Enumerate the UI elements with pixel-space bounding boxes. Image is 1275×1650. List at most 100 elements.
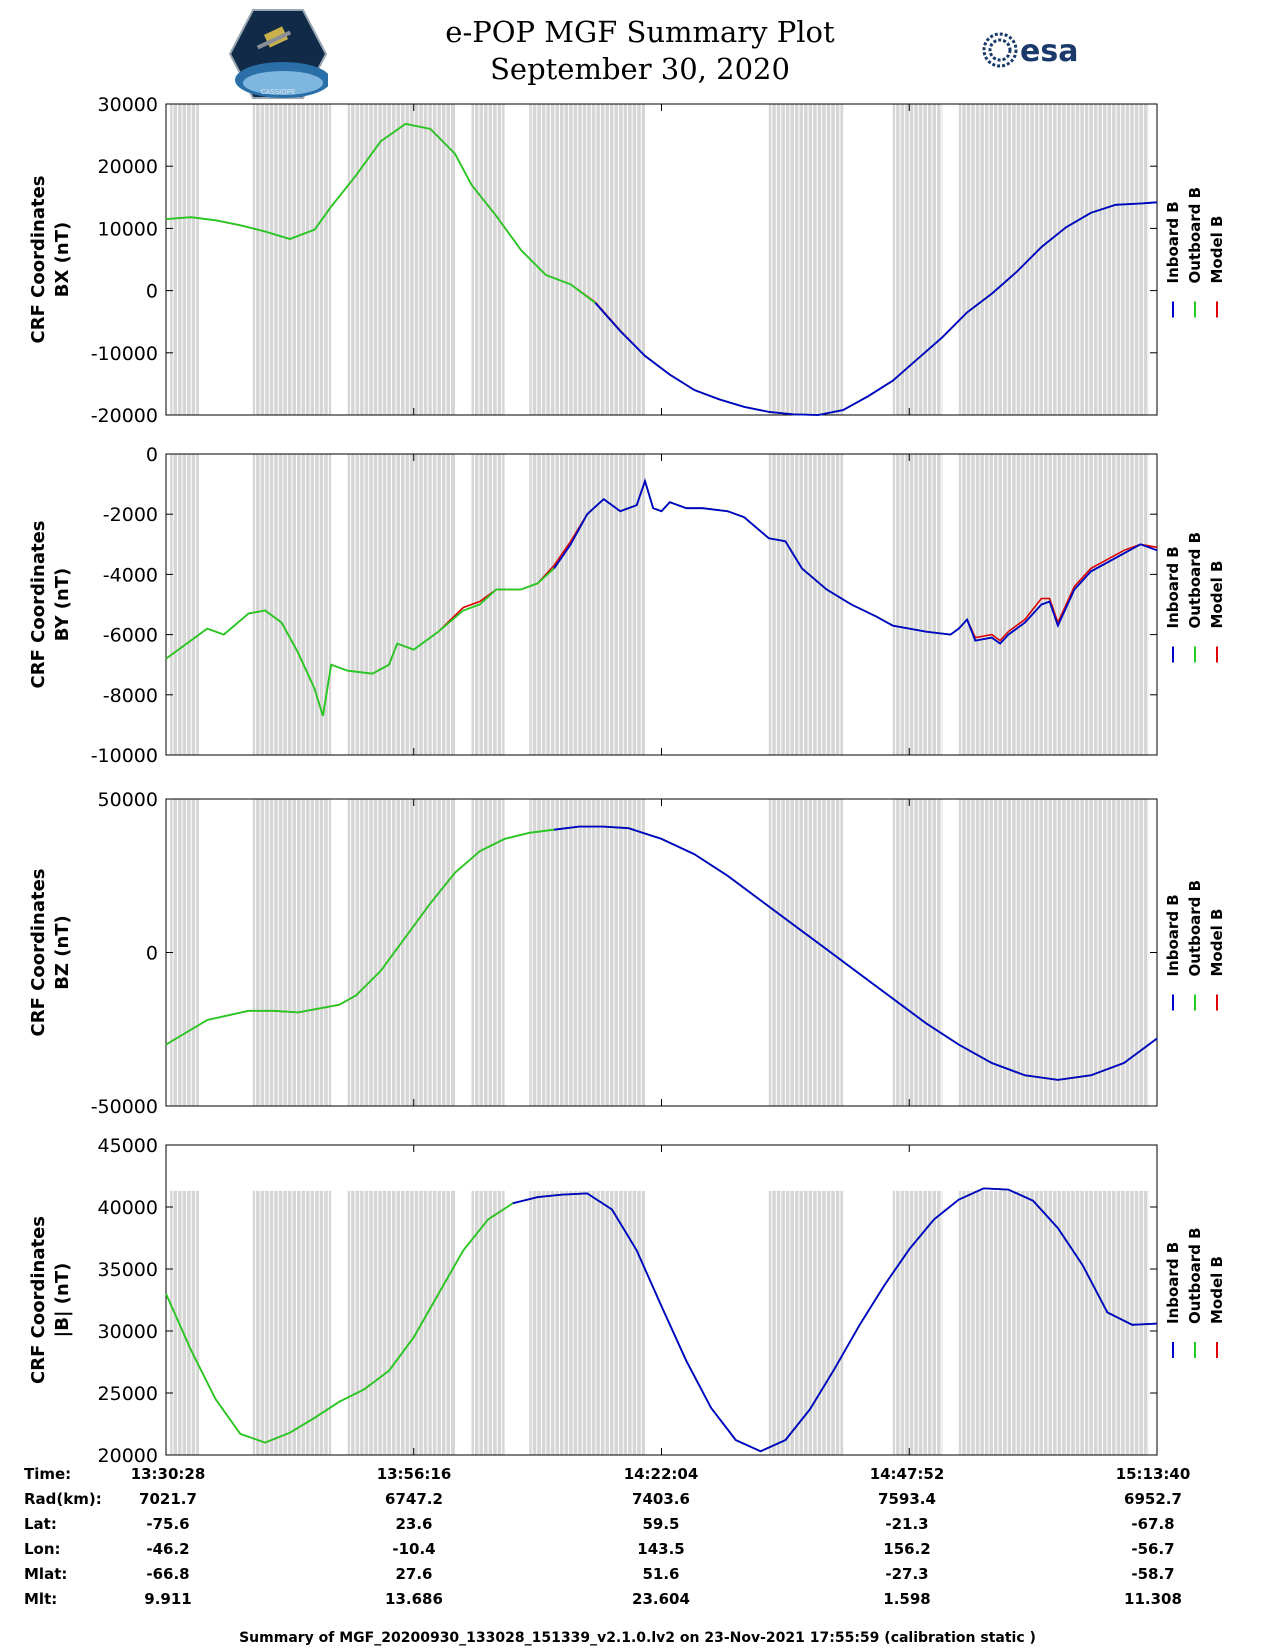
data-gap-band (892, 1190, 943, 1455)
row-label-rad: Rad(km): (24, 1490, 102, 1508)
data-gap-band (170, 104, 200, 415)
y-tick-label: 0 (146, 281, 158, 303)
data-gap-band (958, 799, 1149, 1106)
data-gap-band (170, 1190, 200, 1455)
y-axis-label: CRF Coordinates BZ (nT) (28, 869, 73, 1037)
lat-cell: 23.6 (395, 1515, 433, 1533)
series-inboard-b (594, 201, 1158, 416)
data-gap-band (958, 1190, 1149, 1455)
title-block: e-POP MGF Summary Plot September 30, 202… (380, 14, 900, 88)
footer-caption: Summary of MGF_20200930_133028_151339_v2… (239, 1630, 1036, 1646)
legend-label: Outboard B (1186, 532, 1204, 629)
time-cell: 13:56:16 (376, 1465, 452, 1483)
y-tick-label: 10000 (98, 218, 158, 240)
y-axis-label: CRF Coordinates BX (nT) (28, 176, 73, 344)
y-tick-label: -10000 (91, 745, 158, 767)
legend-label: Model B (1208, 216, 1226, 284)
y-tick-label: -4000 (103, 564, 158, 586)
data-gap-band (170, 454, 200, 755)
series-inboard-b (553, 825, 1158, 1081)
lon-cell: -56.7 (1131, 1540, 1175, 1558)
y-tick-label: 0 (146, 943, 158, 965)
mlat-cell: -58.7 (1131, 1565, 1175, 1583)
legend-label: Inboard B (1164, 1242, 1182, 1324)
legend-label: Inboard B (1164, 201, 1182, 283)
esa-logo: esa (982, 32, 1078, 69)
row-label-mlt: Mlt: (24, 1590, 58, 1608)
y-axis-label: CRF Coordinates BY (nT) (28, 521, 73, 689)
lat-cell: -75.6 (146, 1515, 190, 1533)
mlat-cell: 51.6 (642, 1565, 680, 1583)
lon-cell: -46.2 (146, 1540, 190, 1558)
y-tick-label: -20000 (91, 405, 158, 427)
y-tick-label: -10000 (91, 343, 158, 365)
data-gap-band (768, 454, 844, 755)
row-label-time: Time: (24, 1465, 72, 1483)
time-cell: 15:13:40 (1115, 1465, 1191, 1483)
row-label-mlat: Mlat: (24, 1565, 68, 1583)
y-tick-label: 20000 (98, 1445, 158, 1467)
time-cell: 14:22:04 (623, 1465, 699, 1483)
data-gap-band (958, 104, 1149, 415)
chart-title: e-POP MGF Summary Plot (445, 15, 835, 49)
rad-cell: 6952.7 (1124, 1490, 1182, 1508)
legend-label: Model B (1208, 909, 1226, 977)
rad-cell: 7021.7 (139, 1490, 197, 1508)
y-tick-label: 35000 (98, 1259, 158, 1281)
mlt-cell: 1.598 (883, 1590, 931, 1608)
legend-label: Outboard B (1186, 1227, 1204, 1324)
y-tick-label: 25000 (98, 1383, 158, 1405)
lat-cell: 59.5 (642, 1515, 680, 1533)
rad-cell: 6747.2 (385, 1490, 443, 1508)
series-inboard-b (512, 1187, 1158, 1453)
y-axis-label: CRF Coordinates |B| (nT) (28, 1216, 73, 1384)
data-gap-band (170, 799, 200, 1106)
legend-label: Outboard B (1186, 187, 1204, 284)
lat-cell: -67.8 (1131, 1515, 1175, 1533)
mlt-cell: 9.911 (144, 1590, 192, 1608)
lon-cell: 143.5 (637, 1540, 685, 1558)
time-cell: 14:47:52 (869, 1465, 945, 1483)
legend-label: Model B (1208, 561, 1226, 629)
mlat-cell: 27.6 (395, 1565, 433, 1583)
mlt-cell: 23.604 (632, 1590, 690, 1608)
lat-cell: -21.3 (885, 1515, 929, 1533)
time-cell: 13:30:28 (130, 1465, 206, 1483)
cassiope-logo-text: CASSIOPE (261, 88, 296, 96)
y-tick-label: 0 (146, 444, 158, 466)
data-gap-band (892, 454, 943, 755)
mlt-cell: 11.308 (1124, 1590, 1182, 1608)
lon-cell: -10.4 (392, 1540, 436, 1558)
mlt-cell: 13.686 (385, 1590, 443, 1608)
mlat-cell: -66.8 (146, 1565, 190, 1583)
legend-label: Inboard B (1164, 546, 1182, 628)
data-gap-band (892, 799, 943, 1106)
legend-label: Model B (1208, 1256, 1226, 1324)
data-gap-band (958, 454, 1149, 755)
y-tick-label: -6000 (103, 625, 158, 647)
mlat-cell: -27.3 (885, 1565, 929, 1583)
y-tick-label: -2000 (103, 504, 158, 526)
esa-logo-text: esa (1020, 34, 1078, 69)
y-tick-label: 40000 (98, 1197, 158, 1219)
rad-cell: 7403.6 (632, 1490, 690, 1508)
lon-cell: 156.2 (883, 1540, 931, 1558)
data-gap-band (892, 104, 943, 415)
legend-label: Inboard B (1164, 894, 1182, 976)
chart-subtitle: September 30, 2020 (490, 52, 790, 86)
y-tick-label: 20000 (98, 156, 158, 178)
y-tick-label: -8000 (103, 685, 158, 707)
y-tick-label: -50000 (91, 1096, 158, 1118)
y-tick-label: 50000 (98, 789, 158, 811)
data-gap-band (768, 104, 844, 415)
cassiope-logo: CASSIOPE (228, 9, 328, 99)
y-tick-label: 45000 (98, 1135, 158, 1157)
y-tick-label: 30000 (98, 1321, 158, 1343)
rad-cell: 7593.4 (878, 1490, 936, 1508)
row-label-lat: Lat: (24, 1515, 57, 1533)
legend-label: Outboard B (1186, 880, 1204, 977)
series-inboard-b (553, 478, 1158, 645)
y-tick-label: 30000 (98, 94, 158, 116)
row-label-lon: Lon: (24, 1540, 61, 1558)
